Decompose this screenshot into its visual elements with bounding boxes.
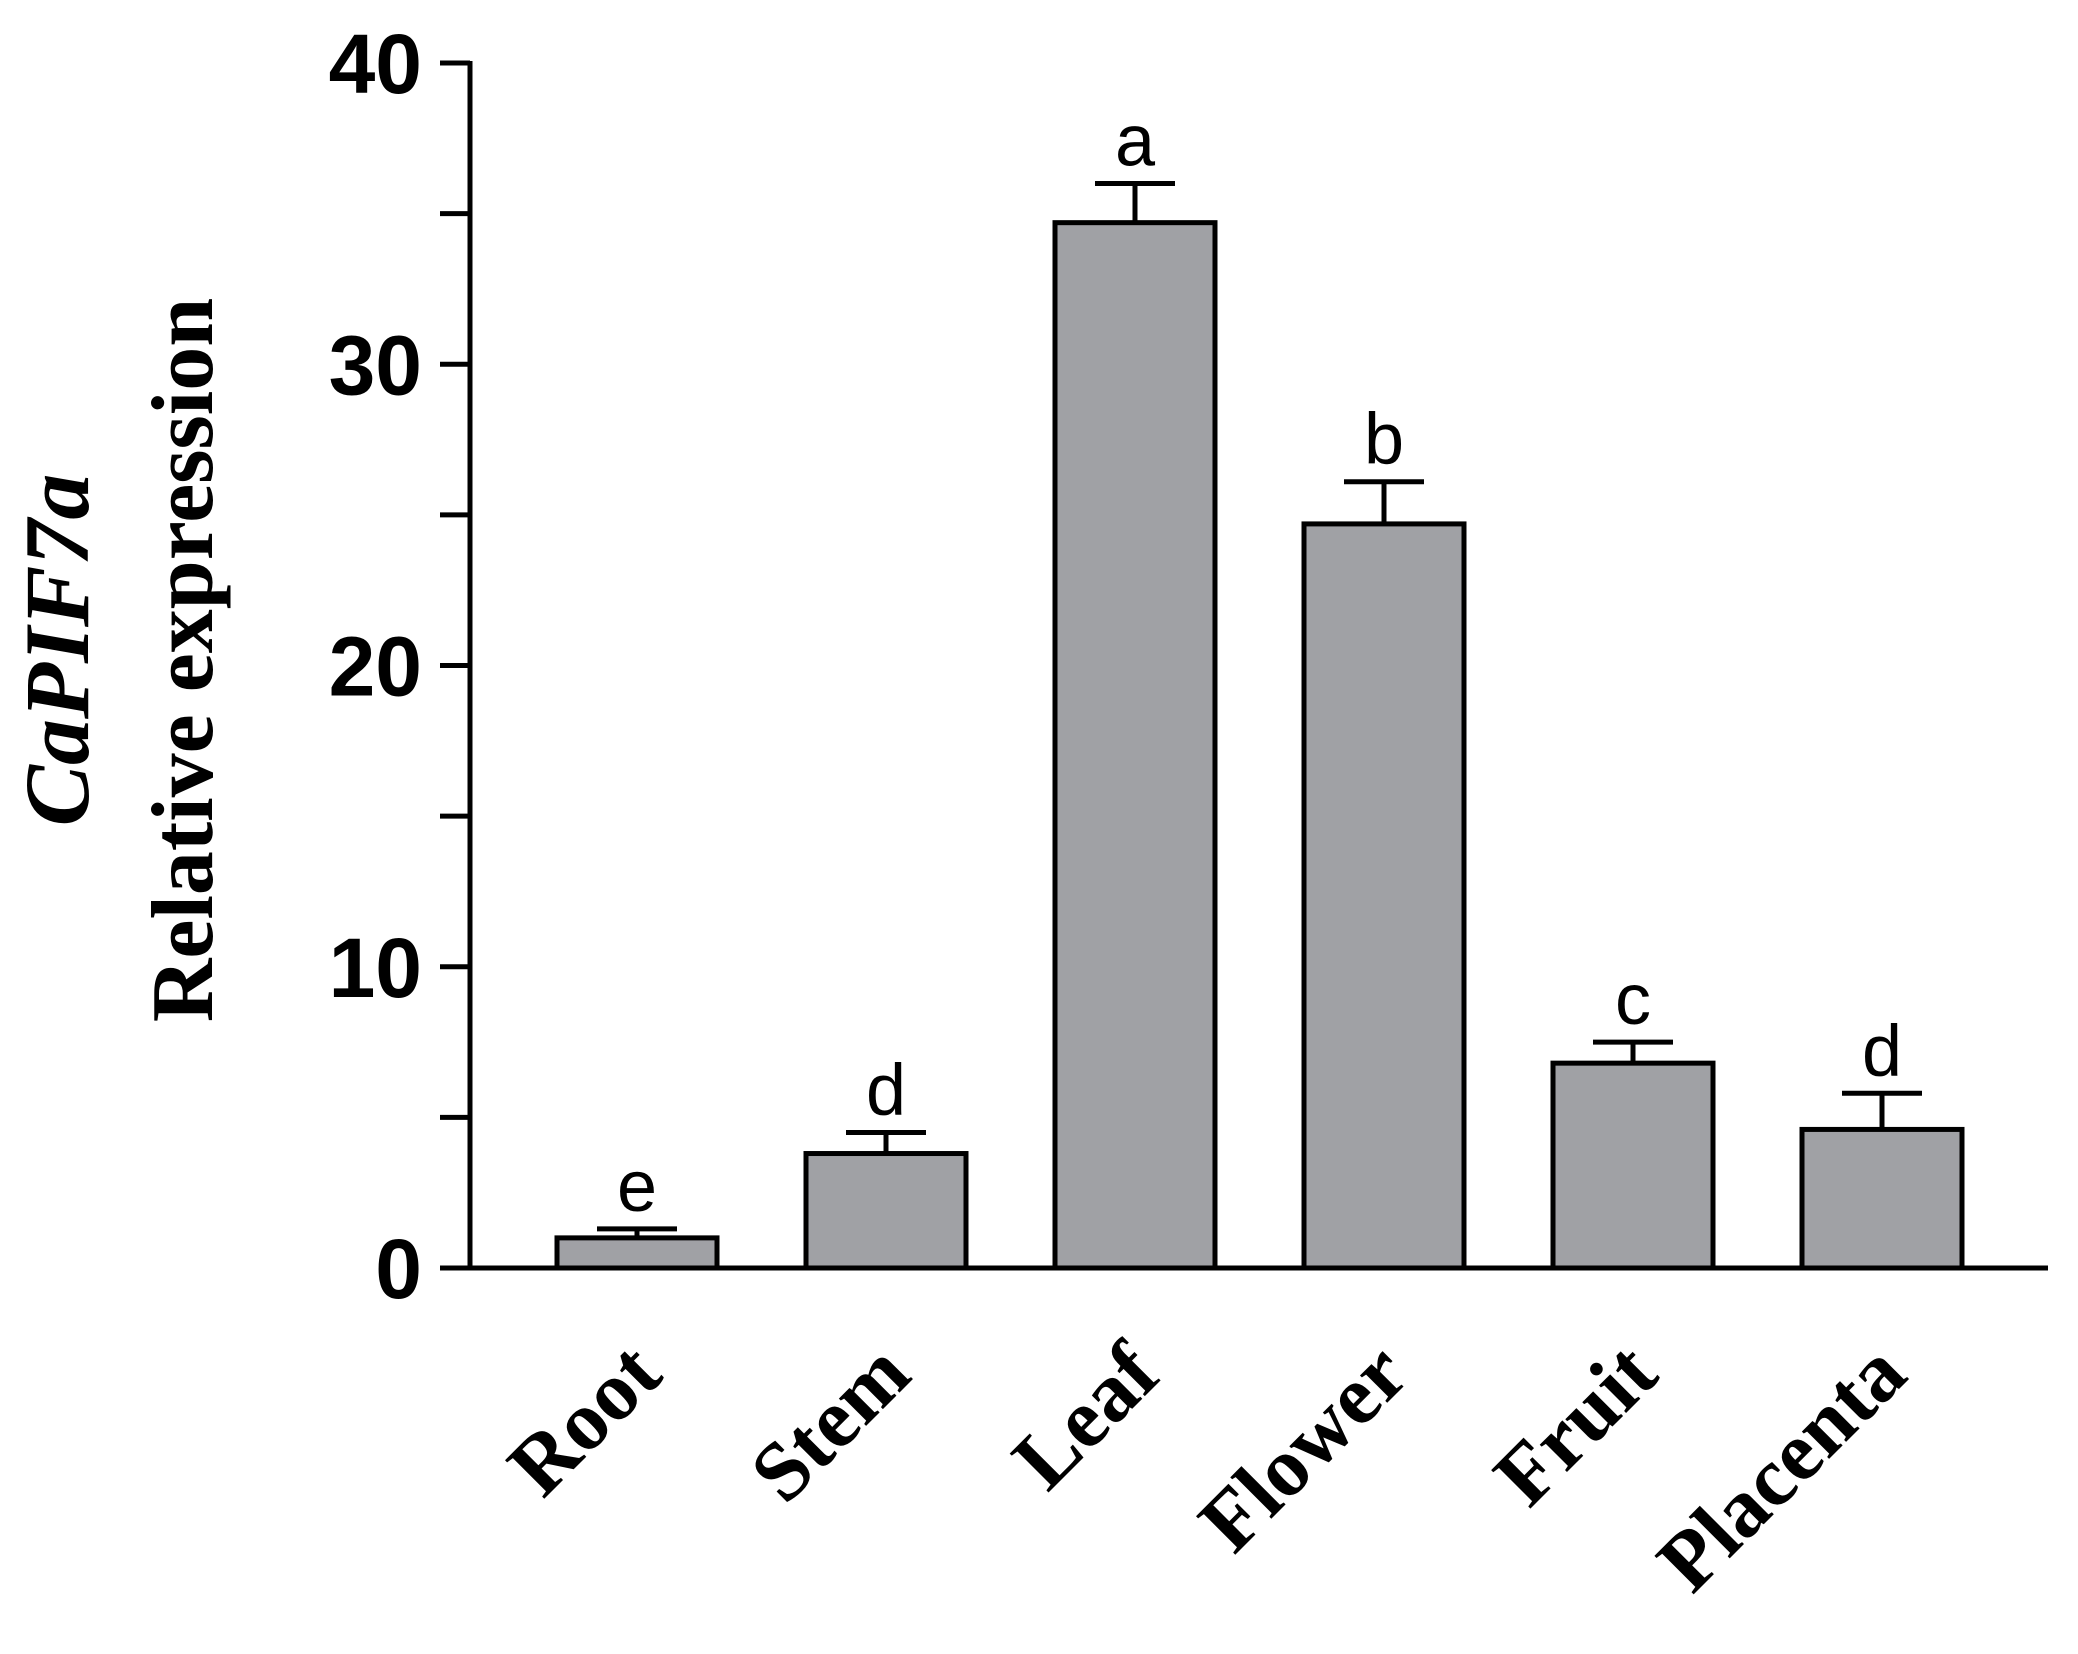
y-tick-label: 20 [329, 620, 422, 714]
y-tick-label: 0 [375, 1222, 422, 1316]
y-tick-label: 10 [329, 921, 422, 1015]
y-axis-label: CaPIF7a Relative expression [6, 298, 232, 1022]
y-tick-label: 40 [329, 17, 422, 111]
x-tick-label: Placenta [1640, 1326, 1923, 1609]
x-tick-label: Flower [1182, 1326, 1426, 1570]
significance-label: e [617, 1147, 657, 1227]
y-axis: 0 10 20 30 40 [329, 17, 473, 1316]
y-axis-label-gene: CaPIF7a [6, 474, 108, 827]
x-tick-label: Root [491, 1326, 679, 1514]
x-tick-label: Stem [733, 1326, 927, 1520]
significance-label: c [1615, 960, 1651, 1040]
bar [1799, 1126, 1965, 1271]
bar [803, 1151, 969, 1271]
bar [554, 1235, 720, 1271]
bar [1052, 220, 1218, 1271]
x-tick-label: Fruit [1477, 1326, 1675, 1524]
significance-label: d [866, 1050, 906, 1130]
x-tick-label: Leaf [995, 1325, 1177, 1507]
error-bars [597, 181, 1922, 1238]
bars [554, 220, 1965, 1271]
significance-label: d [1862, 1011, 1902, 1091]
significance-labels: e d a b c d [617, 102, 1902, 1227]
y-axis-label-text: Relative expression [135, 298, 232, 1022]
bar [1550, 1060, 1716, 1271]
bar [1301, 521, 1467, 1271]
significance-label: a [1115, 102, 1156, 182]
significance-label: b [1364, 400, 1404, 480]
y-tick-label: 30 [329, 318, 422, 412]
